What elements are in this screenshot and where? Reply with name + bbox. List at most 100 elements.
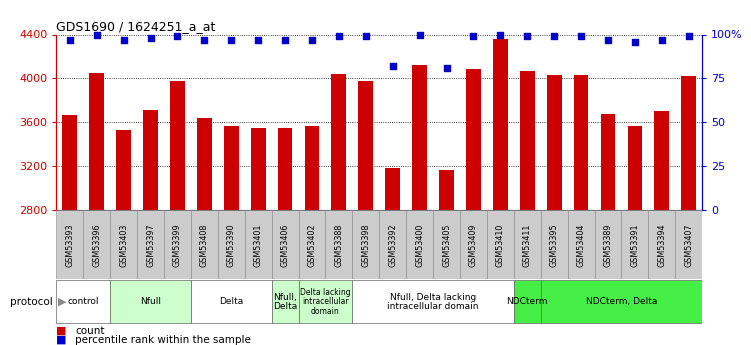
Text: GSM53410: GSM53410 [496,223,505,267]
Bar [325,210,352,279]
Bar [278,128,292,210]
Point [414,32,426,37]
Bar [89,73,104,210]
Bar [574,75,589,210]
Bar [601,114,615,210]
Point [629,39,641,44]
Text: GSM53388: GSM53388 [334,223,343,267]
Point [683,33,695,39]
Text: GSM53403: GSM53403 [119,223,128,267]
Point [441,65,453,71]
Point [467,33,479,39]
Text: ■: ■ [56,326,67,335]
Text: GSM53405: GSM53405 [442,223,451,267]
Text: GSM53401: GSM53401 [254,223,263,267]
Bar [245,210,272,279]
Text: GSM53407: GSM53407 [684,223,693,267]
Bar [541,210,568,279]
Bar [622,210,648,279]
Text: count: count [75,326,104,335]
Text: Nfull,
Delta: Nfull, Delta [273,293,297,311]
Text: GSM53408: GSM53408 [200,223,209,267]
Bar [547,75,562,210]
Bar [224,126,239,210]
Text: GSM53398: GSM53398 [361,223,370,267]
Bar [466,69,481,210]
Text: Delta lacking
intracellular
domain: Delta lacking intracellular domain [300,288,351,316]
Bar [487,210,514,279]
Text: Nfull, Delta lacking
intracellular domain: Nfull, Delta lacking intracellular domai… [388,293,479,311]
Text: GSM53406: GSM53406 [281,223,290,267]
Point [494,32,506,37]
Bar [648,210,675,279]
Text: GSM53395: GSM53395 [550,223,559,267]
Bar [358,81,373,210]
Bar [191,280,272,323]
Point [225,37,237,42]
Bar [439,170,454,210]
Point [333,33,345,39]
Bar [191,210,218,279]
Text: GSM53391: GSM53391 [630,223,639,267]
Point [118,37,130,42]
Text: GSM53400: GSM53400 [415,223,424,267]
Text: ■: ■ [56,335,67,345]
Bar [352,280,514,323]
Text: GSM53399: GSM53399 [173,223,182,267]
Text: NDCterm, Delta: NDCterm, Delta [586,297,657,306]
Bar [352,210,379,279]
Bar [406,210,433,279]
Bar [331,74,346,210]
Text: GSM53392: GSM53392 [388,223,397,267]
Text: GSM53390: GSM53390 [227,223,236,267]
Text: GSM53393: GSM53393 [65,223,74,267]
Point [387,63,399,69]
Bar [675,210,702,279]
Bar [681,76,696,210]
Point [252,37,264,42]
Bar [568,210,595,279]
Bar [654,111,669,210]
Point [360,33,372,39]
Point [306,37,318,42]
Bar [412,65,427,210]
Text: percentile rank within the sample: percentile rank within the sample [75,335,251,345]
Bar [514,210,541,279]
Bar [251,128,266,210]
Text: GSM53411: GSM53411 [523,223,532,267]
Bar [520,71,535,210]
Bar [305,126,319,210]
Text: NDCterm: NDCterm [506,297,548,306]
Bar [83,210,110,279]
Point [91,32,103,37]
Bar [197,118,212,210]
Point [64,37,76,42]
Text: GSM53389: GSM53389 [604,223,613,267]
Text: GSM53394: GSM53394 [657,223,666,267]
Bar [116,130,131,210]
Point [548,33,560,39]
Bar [272,210,299,279]
Bar [299,210,325,279]
Point [279,37,291,42]
Bar [110,210,137,279]
Bar [218,210,245,279]
Bar [493,39,508,210]
Bar [595,210,622,279]
Point [144,35,156,41]
Bar [433,210,460,279]
Bar [541,280,702,323]
Text: GSM53396: GSM53396 [92,223,101,267]
Text: Delta: Delta [219,297,243,306]
Bar [514,280,541,323]
Point [171,33,183,39]
Bar [164,210,191,279]
Bar [379,210,406,279]
Point [575,33,587,39]
Text: GDS1690 / 1624251_a_at: GDS1690 / 1624251_a_at [56,20,216,33]
Point [656,37,668,42]
Bar [460,210,487,279]
Text: GSM53404: GSM53404 [577,223,586,267]
Bar [628,126,642,210]
Bar [170,81,185,210]
